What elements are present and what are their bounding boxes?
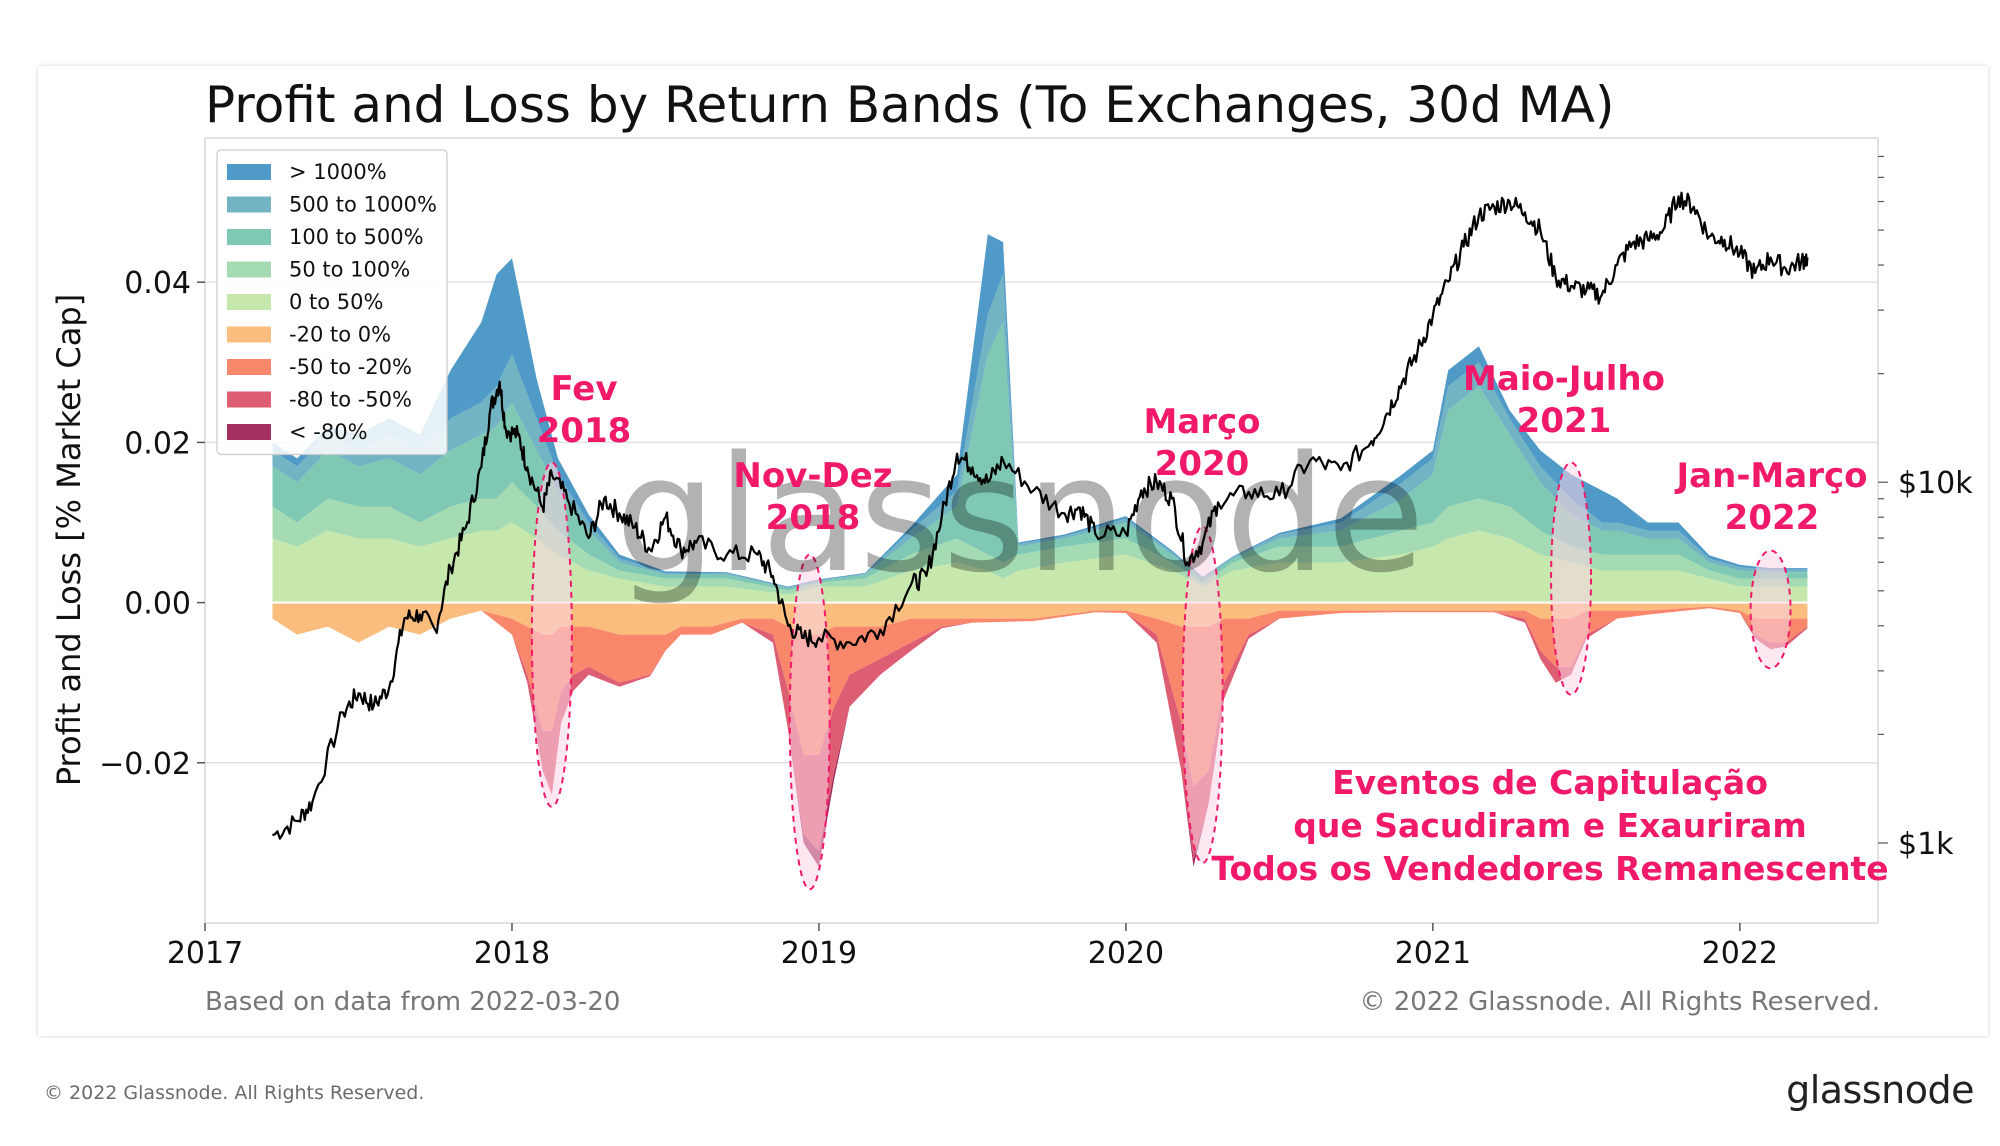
chart-title: Profit and Loss by Return Bands (To Exch… <box>205 76 1614 134</box>
annotation-label: Março <box>1143 402 1260 442</box>
y-tick-label: 0.00 <box>124 587 191 622</box>
y-tick-label: 0.04 <box>124 266 191 301</box>
axes-layer: 0.04 0.02 0.00 −0.02 2017 2018 2019 2020 2021 202… <box>99 137 1973 971</box>
x-tick-label: 2017 <box>167 936 243 971</box>
watermark: glassnode <box>615 421 1425 608</box>
legend-swatch <box>227 196 271 213</box>
legend-swatch <box>227 294 271 310</box>
legend-swatch <box>227 424 271 440</box>
legend-swatch <box>227 164 271 180</box>
area-layer <box>205 234 1878 867</box>
x-tick-label: 2020 <box>1088 936 1164 971</box>
price-line <box>272 191 1809 840</box>
capitulation-note: que Sacudiram e Exauriram <box>1293 806 1806 845</box>
legend-label: 0 to 50% <box>289 290 383 314</box>
x-tick-label: 2022 <box>1702 936 1778 971</box>
x-tick-label: 2021 <box>1395 936 1471 971</box>
legend-label: -50 to -20% <box>289 355 412 379</box>
highlight-layer <box>530 461 1792 891</box>
annotation-label: 2020 <box>1155 444 1250 484</box>
price-layer <box>272 191 1809 840</box>
footer-copyright: © 2022 Glassnode. All Rights Reserved. <box>44 1082 425 1104</box>
inner-copyright: © 2022 Glassnode. All Rights Reserved. <box>1359 987 1880 1017</box>
annotation-label: 2022 <box>1725 498 1820 538</box>
annotation-label: Jan-Março <box>1675 456 1868 496</box>
annotation-label: Nov-Dez <box>733 456 892 496</box>
plot-frame <box>204 137 1879 924</box>
x-tick-label: 2018 <box>474 936 550 971</box>
y-tick-label: −0.02 <box>99 747 191 782</box>
annotation-label: 2018 <box>766 498 861 538</box>
profit-band-100-to-500- <box>272 322 1808 591</box>
profit-band-0-to-50- <box>272 522 1808 603</box>
legend-label: 50 to 100% <box>289 258 410 282</box>
y-tick-label: 0.02 <box>124 426 191 461</box>
x-tick-label: 2019 <box>781 936 857 971</box>
loss-band--50-to-20- <box>272 606 1808 787</box>
annotation-label: Maio-Julho <box>1463 359 1665 399</box>
legend-label: > 1000% <box>289 160 387 184</box>
capitulation-highlight <box>1550 461 1592 696</box>
capitulation-highlight <box>1749 549 1792 670</box>
legend-label: < -80% <box>289 420 368 444</box>
footer-brand-logo[interactable]: glassnode <box>1786 1068 1974 1112</box>
annotation-label: 2021 <box>1517 401 1612 441</box>
capitulation-note: Eventos de Capitulação <box>1332 763 1768 802</box>
legend-swatch <box>227 229 271 245</box>
y-axis-label: Profit and Loss [% Market Cap] <box>50 294 88 786</box>
legend-label: -20 to 0% <box>289 323 391 347</box>
legend-label: 500 to 1000% <box>289 193 437 217</box>
capitulation-highlight <box>1181 525 1224 864</box>
legend-swatch <box>227 261 271 278</box>
legend-label: 100 to 500% <box>289 225 424 249</box>
annotation-layer: Fev2018Nov-Dez2018Março2020Maio-Julho202… <box>537 359 1889 888</box>
price-tick-label: $10k <box>1898 466 1973 501</box>
annotation-label: Fev <box>550 369 617 409</box>
legend: > 1000% 500 to 1000% 100 to 500% 50 to 100%… <box>216 149 448 456</box>
legend-swatch <box>227 359 271 375</box>
capitulation-note: Todos os Vendedores Remanescente <box>1211 849 1888 888</box>
legend-box <box>216 149 448 456</box>
legend-swatch <box>227 391 271 408</box>
capitulation-highlight <box>530 461 573 808</box>
price-tick-label: $1k <box>1898 827 1954 862</box>
loss-band--20-to-0- <box>272 602 1808 643</box>
source-note: Based on data from 2022-03-20 <box>205 987 620 1017</box>
annotation-label: 2018 <box>537 411 632 451</box>
legend-label: -80 to -50% <box>289 388 412 412</box>
legend-swatch <box>227 326 271 343</box>
